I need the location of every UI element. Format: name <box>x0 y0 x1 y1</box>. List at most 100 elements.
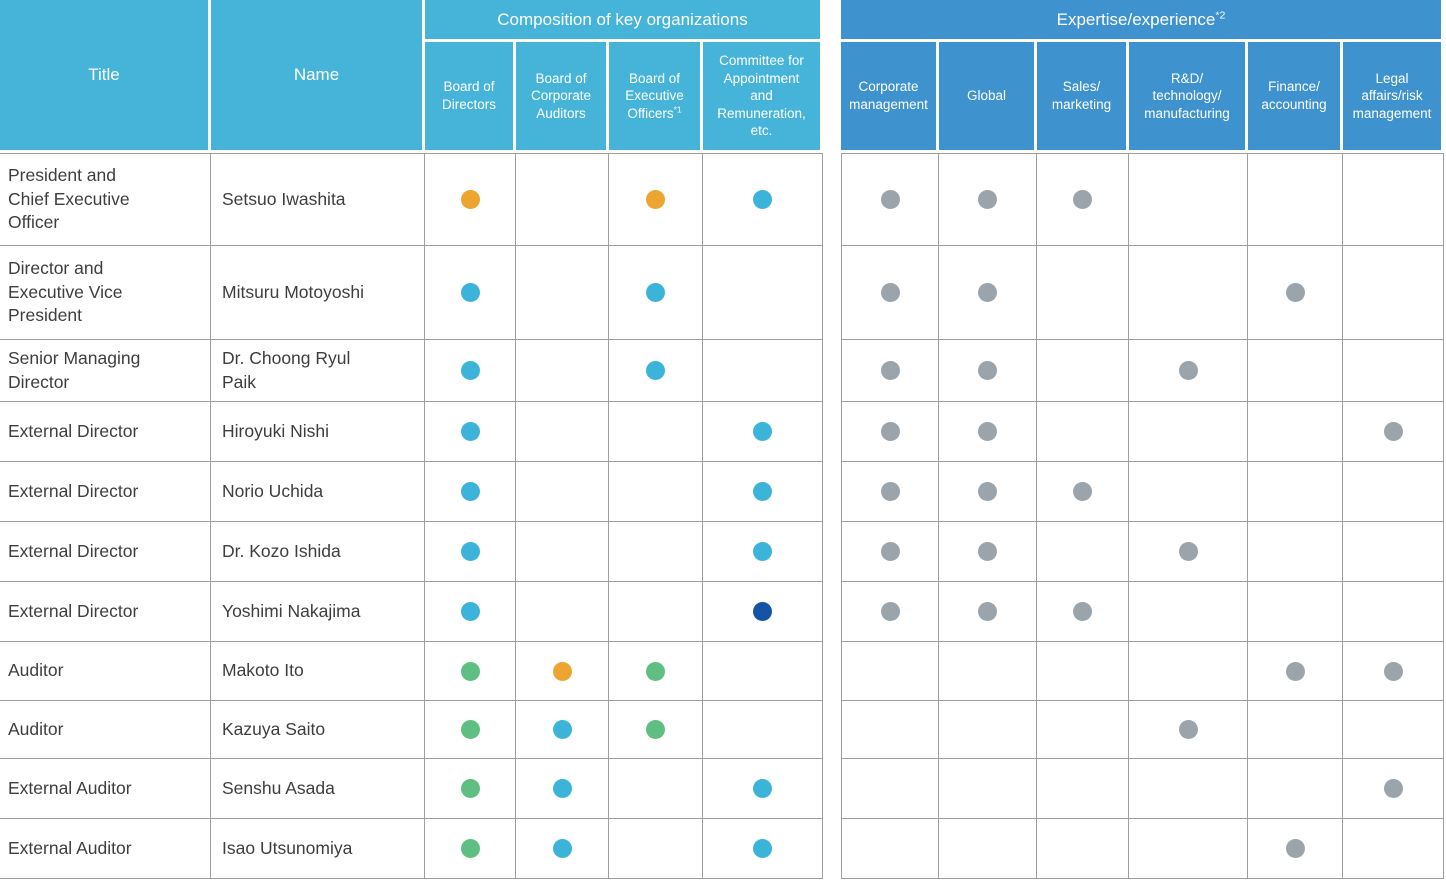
membership-cell <box>609 246 703 340</box>
expertise-cell <box>939 462 1037 522</box>
membership-dot-green <box>646 720 665 739</box>
expertise-dot <box>880 422 900 441</box>
member-title: External Director <box>8 480 139 501</box>
name-column-header: Name <box>211 0 425 153</box>
expertise-cell <box>1343 582 1444 642</box>
title-cell: External Director <box>0 522 211 582</box>
membership-dot-blue <box>753 482 772 501</box>
expertise-cell <box>939 340 1037 402</box>
expertise-dot <box>880 283 900 302</box>
name-cell: Setsuo Iwashita <box>211 153 425 246</box>
expertise-cell <box>841 402 939 462</box>
expertise-cell <box>1037 701 1129 759</box>
expertise-dot <box>978 283 997 302</box>
membership-cell <box>703 462 823 522</box>
expertise-dot <box>1285 839 1305 858</box>
membership-dot-green <box>646 661 665 681</box>
membership-cell <box>425 340 516 402</box>
col-header-finance-accounting: Finance/ accounting <box>1248 42 1343 153</box>
expertise-cell <box>1037 522 1129 582</box>
expertise-dot <box>1285 283 1305 302</box>
expertise-cell <box>1248 582 1343 642</box>
expertise-cell <box>939 246 1037 340</box>
member-title: External Director <box>8 540 139 561</box>
expertise-cell <box>1129 701 1248 759</box>
member-name: Makoto Ito <box>222 660 304 681</box>
membership-dot-green <box>460 839 480 858</box>
expertise-cell <box>1037 759 1129 819</box>
expertise-cell <box>1129 402 1248 462</box>
expertise-cell <box>1343 522 1444 582</box>
membership-dot-blue <box>460 422 480 441</box>
membership-cell <box>516 340 609 402</box>
member-name: Isao Utsunomiya <box>222 837 353 858</box>
col-label: Sales/ marketing <box>1051 79 1112 112</box>
membership-cell <box>703 522 823 582</box>
col-header-corporate-management: Corporate management <box>841 42 939 153</box>
expertise-cell <box>1129 582 1248 642</box>
composition-group-label: Composition of key organizations <box>497 9 748 29</box>
membership-cell <box>425 642 516 701</box>
membership-dot-blue <box>460 602 480 621</box>
membership-cell <box>703 642 823 701</box>
expertise-dot <box>978 542 997 561</box>
expertise-cell <box>1129 759 1248 819</box>
col-header-board-of-corporate-auditors: Board of Corporate Auditors <box>516 42 609 153</box>
membership-cell <box>609 462 703 522</box>
membership-dot-green <box>460 779 480 798</box>
col-label: Global <box>966 88 1007 104</box>
membership-cell <box>609 522 703 582</box>
title-cell: External Auditor <box>0 819 211 879</box>
expertise-cell <box>1037 819 1129 879</box>
membership-cell <box>703 340 823 402</box>
expertise-dot <box>1073 190 1092 209</box>
col-header-committee-appointment-remuneration: Committee for Appointment and Remunerati… <box>703 42 823 153</box>
membership-dot-blue <box>460 542 480 561</box>
expertise-cell <box>1037 582 1129 642</box>
expertise-cell <box>1248 522 1343 582</box>
expertise-cell <box>939 642 1037 701</box>
name-column-label: Name <box>293 65 340 84</box>
expertise-cell <box>1037 246 1129 340</box>
membership-cell <box>609 340 703 402</box>
expertise-cell <box>1343 340 1444 402</box>
name-cell: Makoto Ito <box>211 642 425 701</box>
membership-cell <box>425 462 516 522</box>
membership-cell <box>609 582 703 642</box>
footnote-mark: *2 <box>1215 8 1226 21</box>
expertise-cell <box>1037 402 1129 462</box>
expertise-cell <box>1248 153 1343 246</box>
expertise-cell <box>1129 462 1248 522</box>
title-cell: Auditor <box>0 642 211 701</box>
membership-cell <box>516 246 609 340</box>
col-label: Corporate management <box>849 79 928 112</box>
name-cell: Yoshimi Nakajima <box>211 582 425 642</box>
composition-group-header: Composition of key organizations <box>425 0 823 42</box>
expertise-cell <box>841 153 939 246</box>
expertise-dot <box>1073 602 1092 621</box>
membership-dot-blue <box>753 779 772 798</box>
expertise-cell <box>841 462 939 522</box>
col-header-legal-affairs-risk-management: Legal affairs/risk management <box>1343 42 1444 153</box>
expertise-cell <box>1129 153 1248 246</box>
expertise-group-label: Expertise/experience <box>1056 9 1216 29</box>
member-name: Setsuo Iwashita <box>222 188 346 209</box>
expertise-group-header: Expertise/experience*2 <box>841 0 1444 42</box>
expertise-cell <box>1129 642 1248 701</box>
expertise-cell <box>1129 246 1248 340</box>
expertise-dot <box>978 602 997 621</box>
member-name: Yoshimi Nakajima <box>222 600 361 621</box>
membership-dot-blue <box>460 283 480 302</box>
membership-dot-orange <box>460 190 480 209</box>
member-title: Auditor <box>8 660 64 681</box>
expertise-cell <box>1248 819 1343 879</box>
membership-dot-green <box>460 720 480 739</box>
expertise-cell <box>939 582 1037 642</box>
col-label: Legal affairs/risk management <box>1352 70 1432 121</box>
membership-dot-blue <box>552 839 572 858</box>
expertise-dot <box>880 482 900 501</box>
footnote-mark: *1 <box>673 104 682 115</box>
membership-cell <box>516 819 609 879</box>
expertise-cell <box>1248 246 1343 340</box>
col-header-board-of-directors: Board of Directors <box>425 42 516 153</box>
